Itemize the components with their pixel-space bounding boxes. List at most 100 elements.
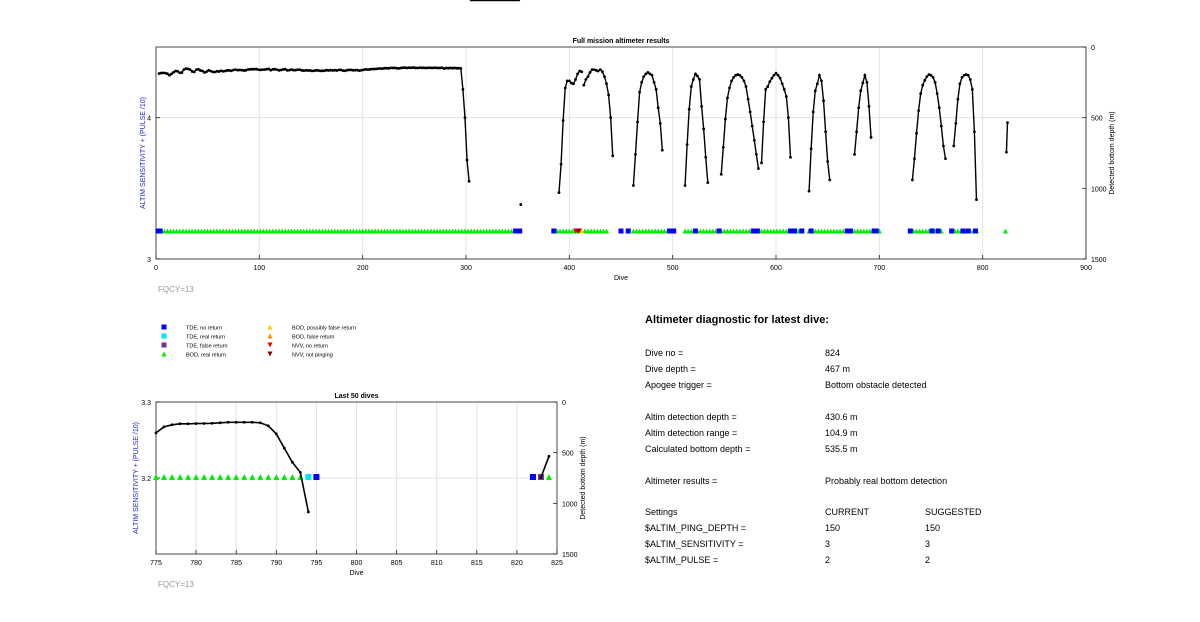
main-depth-point <box>196 67 200 71</box>
main-depth-point <box>772 73 776 77</box>
main-depth-point <box>861 81 865 85</box>
last50-marker-bod-real-return <box>193 474 200 480</box>
last50-y-right-tick-label: 1000 <box>562 501 578 508</box>
main-marker-bod-possibly-false-return <box>579 228 585 234</box>
last50-y-right-tick-label: 0 <box>562 400 566 407</box>
main-depth-point <box>728 86 731 90</box>
main-depth-point <box>215 69 219 73</box>
main-depth-point <box>787 116 790 120</box>
main-depth-point <box>572 82 575 86</box>
main-depth-point <box>859 89 863 93</box>
main-depth-point <box>644 72 648 76</box>
main-marker-tde-no-return <box>965 228 971 234</box>
main-depth-line <box>558 70 582 193</box>
main-depth-point <box>502 0 506 2</box>
main-depth-point <box>706 181 710 185</box>
main-depth-point <box>331 69 335 72</box>
main-marker-tde-no-return <box>808 228 814 234</box>
last50-marker-bod-real-return <box>249 474 256 480</box>
main-y-left-axis-label: ALTIM SENSITIVITY + (PULSE /10) <box>140 97 147 209</box>
main-depth-point <box>513 0 516 2</box>
main-depth-point <box>211 70 215 74</box>
main-depth-point <box>742 79 746 83</box>
main-depth-point <box>170 72 173 76</box>
main-depth-point <box>642 75 646 79</box>
main-depth-point <box>306 69 310 72</box>
main-depth-point <box>687 107 691 111</box>
main-depth-point <box>952 144 956 148</box>
main-depth-point <box>559 162 563 166</box>
main-depth-point <box>1006 121 1009 125</box>
main-marker-tde-no-return <box>517 228 523 234</box>
main-depth-point <box>424 66 428 70</box>
main-depth-point <box>467 179 471 183</box>
last50-marker-bod-real-return <box>201 474 208 480</box>
main-depth-point <box>760 161 763 165</box>
main-plot-frame <box>155 46 1087 260</box>
main-depth-point <box>488 0 492 2</box>
main-depth-point <box>774 71 778 75</box>
setting-ping-depth-suggested: 150 <box>925 523 941 533</box>
main-marker-tde-no-return <box>907 228 913 234</box>
altim-detection-depth-value: 430.6 m <box>825 412 858 422</box>
main-depth-point <box>225 68 229 72</box>
main-depth-point <box>634 153 637 156</box>
main-depth-line <box>684 72 709 186</box>
settings-header-name: Settings <box>645 507 678 517</box>
last50-y-right-tick-label: 1500 <box>562 552 578 559</box>
main-depth-point <box>601 70 604 74</box>
main-depth-point <box>434 66 438 70</box>
main-x-tick-label: 300 <box>460 265 472 272</box>
main-marker-tde-no-return <box>692 228 698 234</box>
main-depth-point <box>586 75 590 79</box>
main-depth-point <box>689 85 693 88</box>
last50-title: Last 50 dives <box>335 393 379 400</box>
main-depth-point <box>401 66 405 70</box>
main-depth-point <box>700 104 703 108</box>
main-depth-point <box>486 0 490 2</box>
last50-depth-point <box>218 421 222 425</box>
main-depth-point <box>968 78 972 81</box>
main-depth-point <box>238 68 242 72</box>
main-depth-point <box>176 69 180 73</box>
main-depth-point <box>248 67 252 71</box>
main-depth-point <box>746 97 750 101</box>
main-depth-point <box>420 66 423 70</box>
main-depth-point <box>389 66 392 70</box>
main-depth-point <box>752 138 756 142</box>
main-depth-point <box>461 88 465 91</box>
main-depth-point <box>498 0 502 2</box>
main-depth-point <box>403 66 407 70</box>
main-depth-point <box>300 68 304 72</box>
main-depth-point <box>754 153 758 156</box>
main-depth-point <box>345 68 349 72</box>
main-x-tick-label: 700 <box>873 265 885 272</box>
main-depth-point <box>337 68 341 72</box>
main-depth-point <box>444 66 448 70</box>
setting-pulse-current: 2 <box>825 555 831 565</box>
legend-tde-real-return-swatch <box>161 333 167 339</box>
main-depth-point <box>385 66 388 70</box>
main-depth-point <box>327 69 330 72</box>
last50-marker-bod-real-return <box>281 474 288 480</box>
last50-depth-point <box>539 476 543 479</box>
main-depth-point <box>395 66 399 70</box>
main-depth-point <box>409 66 413 70</box>
last50-y-right-axis-label: Detected bottom depth (m) <box>580 436 587 519</box>
main-depth-line <box>158 66 470 182</box>
main-depth-point <box>596 69 600 73</box>
main-depth-point <box>561 119 565 122</box>
legend-bod-real-return-swatch <box>161 351 167 357</box>
settings-header-current: CURRENT <box>825 507 869 517</box>
main-depth-point <box>430 66 434 70</box>
last50-depth-line <box>155 421 310 513</box>
last50-marker-tde-no-return <box>313 474 320 480</box>
main-depth-point <box>685 143 689 146</box>
main-marker-nvv-not-pinging <box>576 228 582 234</box>
main-depth-point <box>511 0 514 2</box>
main-depth-point <box>471 0 475 2</box>
last50-marker-bod-real-return <box>233 474 240 480</box>
dive-no-value: 824 <box>825 348 841 358</box>
last50-x-tick-label: 815 <box>471 560 483 567</box>
